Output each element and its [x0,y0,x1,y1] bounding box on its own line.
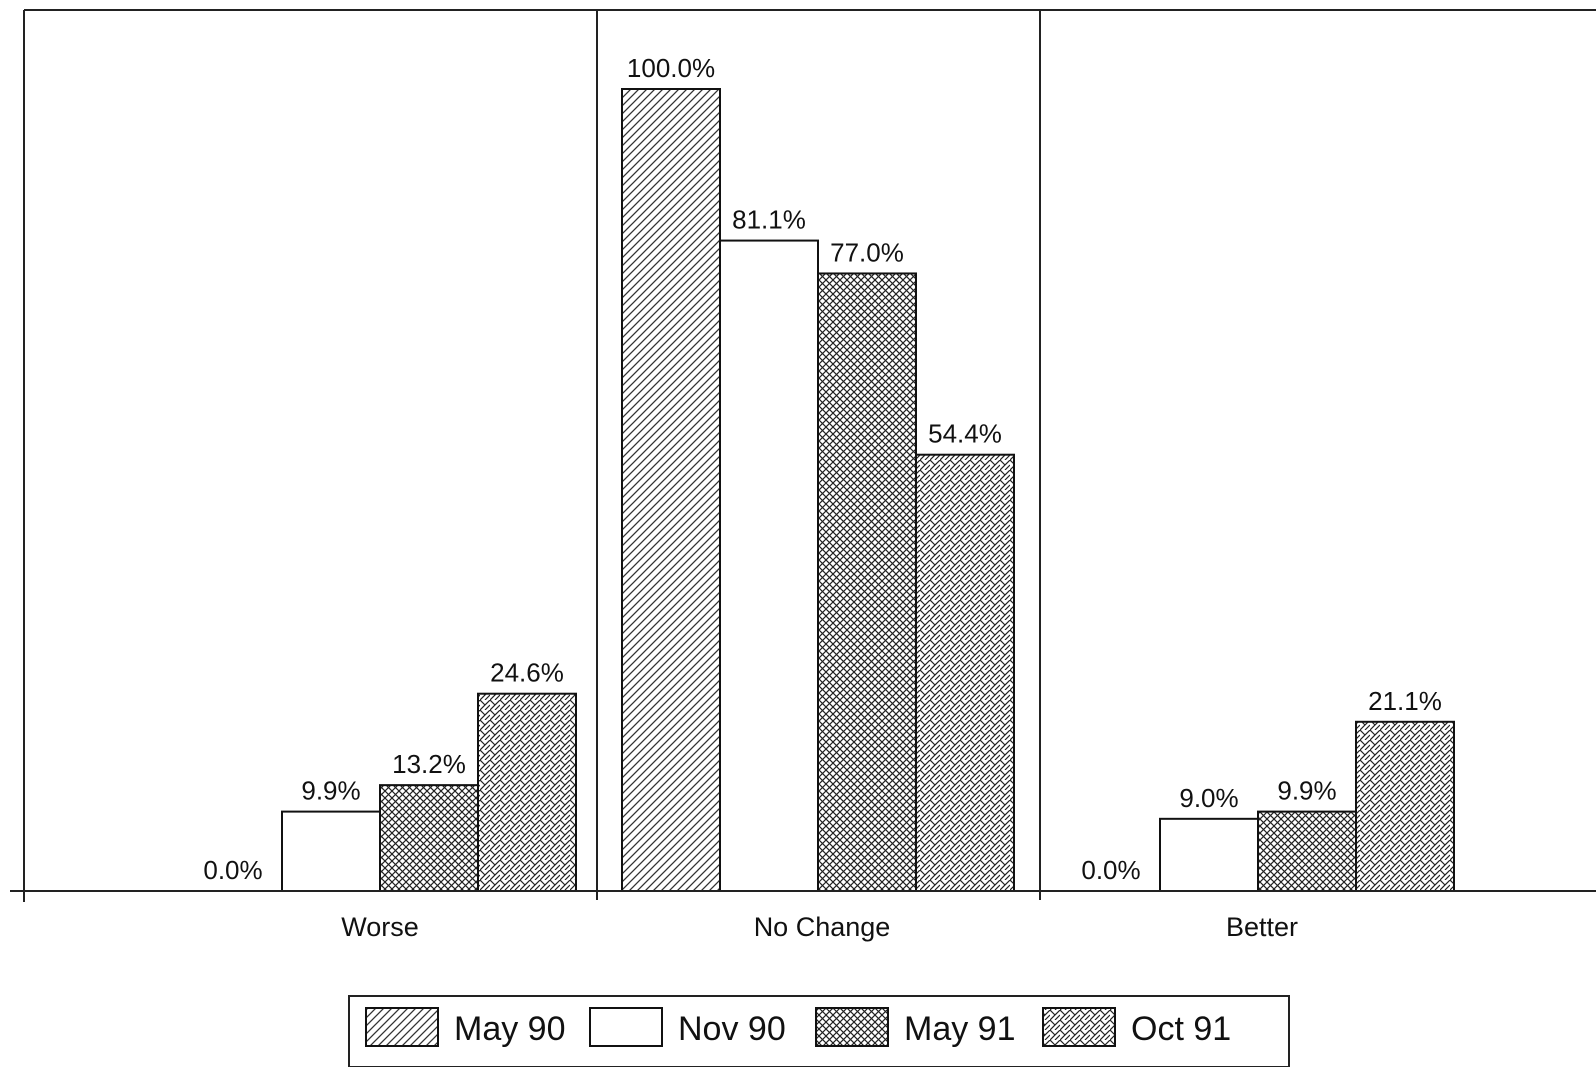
data-label: 54.4% [928,419,1002,449]
bars-layer [281,88,1455,893]
data-label: 24.6% [490,658,564,688]
data-label: 9.0% [1179,783,1238,813]
data-label: 21.1% [1368,686,1442,716]
bar-better-oct-91 [1355,720,1455,893]
bar-better-nov-90 [1159,817,1259,893]
data-label: 77.0% [830,237,904,267]
data-label: 9.9% [301,776,360,806]
legend-swatch [365,1007,439,1047]
data-label: 100.0% [627,53,715,83]
category-labels-layer: Worse No Change Better [341,912,1298,942]
legend-label: Nov 90 [678,1010,786,1048]
data-labels-layer: 0.0% 9.9% 13.2% 24.6% 100.0% 81.1% 77.0% 54.4% 0… [203,53,1442,885]
x-tick-label: No Change [754,912,891,942]
bar-worse-may-91 [379,784,479,892]
x-tick-label: Better [1226,912,1298,942]
legend-swatch [1042,1007,1116,1047]
data-label: 81.1% [732,205,806,235]
data-label: 0.0% [1081,855,1140,885]
data-label: 0.0% [203,855,262,885]
bar-better-may-91 [1257,810,1357,892]
bar-no-change-nov-90 [719,239,819,892]
bar-no-change-may-90 [621,88,721,892]
bar-no-change-may-91 [817,272,917,892]
legend-swatch [815,1007,889,1047]
x-tick-label: Worse [341,912,419,942]
legend-label: May 90 [454,1010,566,1048]
bar-worse-nov-90 [281,810,381,892]
legend-label: May 91 [904,1010,1016,1048]
bar-no-change-oct-91 [915,453,1015,892]
data-label: 9.9% [1277,776,1336,806]
legend: May 90 Nov 90 May 91 Oct 91 [365,1007,1231,1048]
legend-label: Oct 91 [1131,1010,1231,1048]
bar-worse-oct-91 [477,692,577,893]
data-label: 13.2% [392,749,466,779]
legend-swatch [589,1007,663,1047]
